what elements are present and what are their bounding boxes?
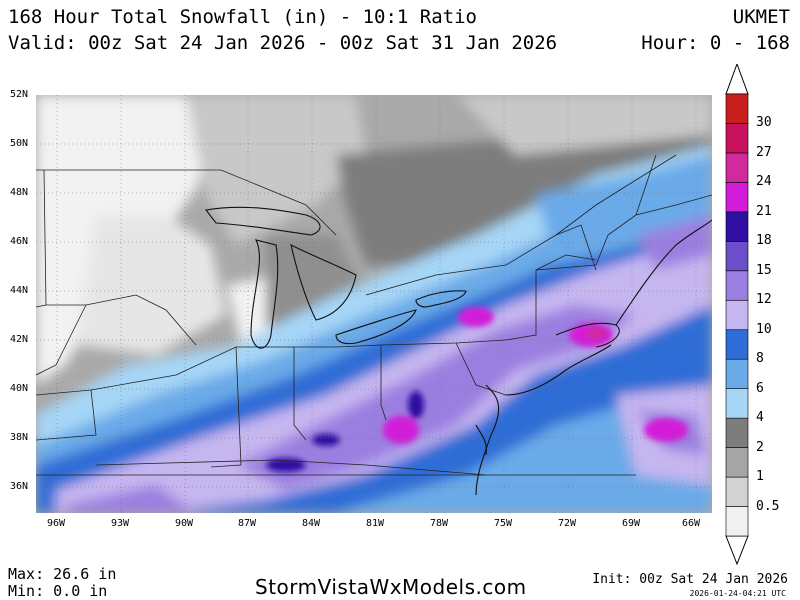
- colorbar-level-label: 18: [756, 233, 772, 249]
- max-value: Max: 26.6 in: [8, 565, 117, 583]
- colorbar-cell: [725, 329, 749, 360]
- lat-label: 40N: [10, 383, 29, 394]
- brand-watermark: StormVistaWxModels.com: [255, 575, 527, 599]
- colorbar-level-label: 30: [756, 115, 772, 131]
- lon-label: 93W: [111, 518, 130, 529]
- lon-label: 78W: [430, 518, 449, 529]
- colorbar-level-label: 0.5: [756, 498, 780, 514]
- snowfall-shading: [36, 95, 712, 513]
- colorbar: [725, 64, 749, 566]
- colorbar-level-label: 27: [756, 144, 772, 160]
- colorbar-cell: [725, 93, 749, 124]
- colorbar-cell: [725, 152, 749, 183]
- colorbar-level-label: 2: [756, 439, 764, 455]
- colorbar-level-label: 4: [756, 410, 764, 426]
- render-timestamp: 2026-01-24-04:21 UTC: [689, 589, 786, 598]
- lat-label: 46N: [10, 236, 29, 247]
- snowfall-map: [36, 95, 712, 513]
- min-value: Min: 0.0 in: [8, 582, 108, 600]
- lat-label: 48N: [10, 187, 29, 198]
- lat-label: 42N: [10, 334, 29, 345]
- colorbar-level-label: 6: [756, 380, 764, 396]
- colorbar-cell: [725, 270, 749, 301]
- colorbar-level-label: 12: [756, 292, 772, 308]
- colorbar-cell: [725, 182, 749, 213]
- lon-label: 69W: [622, 518, 641, 529]
- colorbar-cell: [725, 506, 749, 537]
- graticule: [36, 95, 712, 513]
- colorbar-cell: [725, 417, 749, 448]
- map-title: 168 Hour Total Snowfall (in) - 10:1 Rati…: [8, 6, 477, 28]
- lon-label: 75W: [494, 518, 513, 529]
- colorbar-cell: [725, 388, 749, 419]
- lon-label: 66W: [682, 518, 701, 529]
- lon-label: 72W: [558, 518, 577, 529]
- lon-label: 81W: [366, 518, 385, 529]
- lat-label: 36N: [10, 481, 29, 492]
- state-borders: [36, 154, 712, 476]
- colorbar-level-label: 21: [756, 203, 772, 219]
- colorbar-level-label: 24: [756, 174, 772, 190]
- colorbar-cell: [725, 241, 749, 272]
- forecast-hour-range: Hour: 0 - 168: [641, 32, 790, 54]
- coastlines: [205, 206, 712, 496]
- model-name: UKMET: [732, 6, 790, 28]
- colorbar-level-label: 10: [756, 321, 772, 337]
- lon-label: 84W: [302, 518, 321, 529]
- colorbar-level-label: 1: [756, 469, 764, 485]
- lat-label: 50N: [10, 138, 29, 149]
- colorbar-level-label: 15: [756, 262, 772, 278]
- valid-period: Valid: 00z Sat 24 Jan 2026 - 00z Sat 31 …: [8, 32, 558, 54]
- colorbar-cell: [725, 447, 749, 478]
- init-time: Init: 00z Sat 24 Jan 2026: [592, 572, 788, 587]
- colorbar-bottom-arrow: [725, 535, 749, 566]
- lat-label: 52N: [10, 89, 29, 100]
- lon-label: 96W: [47, 518, 66, 529]
- lon-label: 90W: [175, 518, 194, 529]
- colorbar-cell: [725, 299, 749, 331]
- colorbar-cell: [725, 476, 749, 507]
- colorbar-cell: [725, 358, 749, 389]
- lat-label: 38N: [10, 432, 29, 443]
- lat-label: 44N: [10, 285, 29, 296]
- colorbar-top-arrow: [725, 64, 749, 95]
- colorbar-cell: [725, 123, 749, 154]
- lon-label: 87W: [238, 518, 257, 529]
- colorbar-cell: [725, 211, 749, 242]
- colorbar-level-label: 8: [756, 351, 764, 367]
